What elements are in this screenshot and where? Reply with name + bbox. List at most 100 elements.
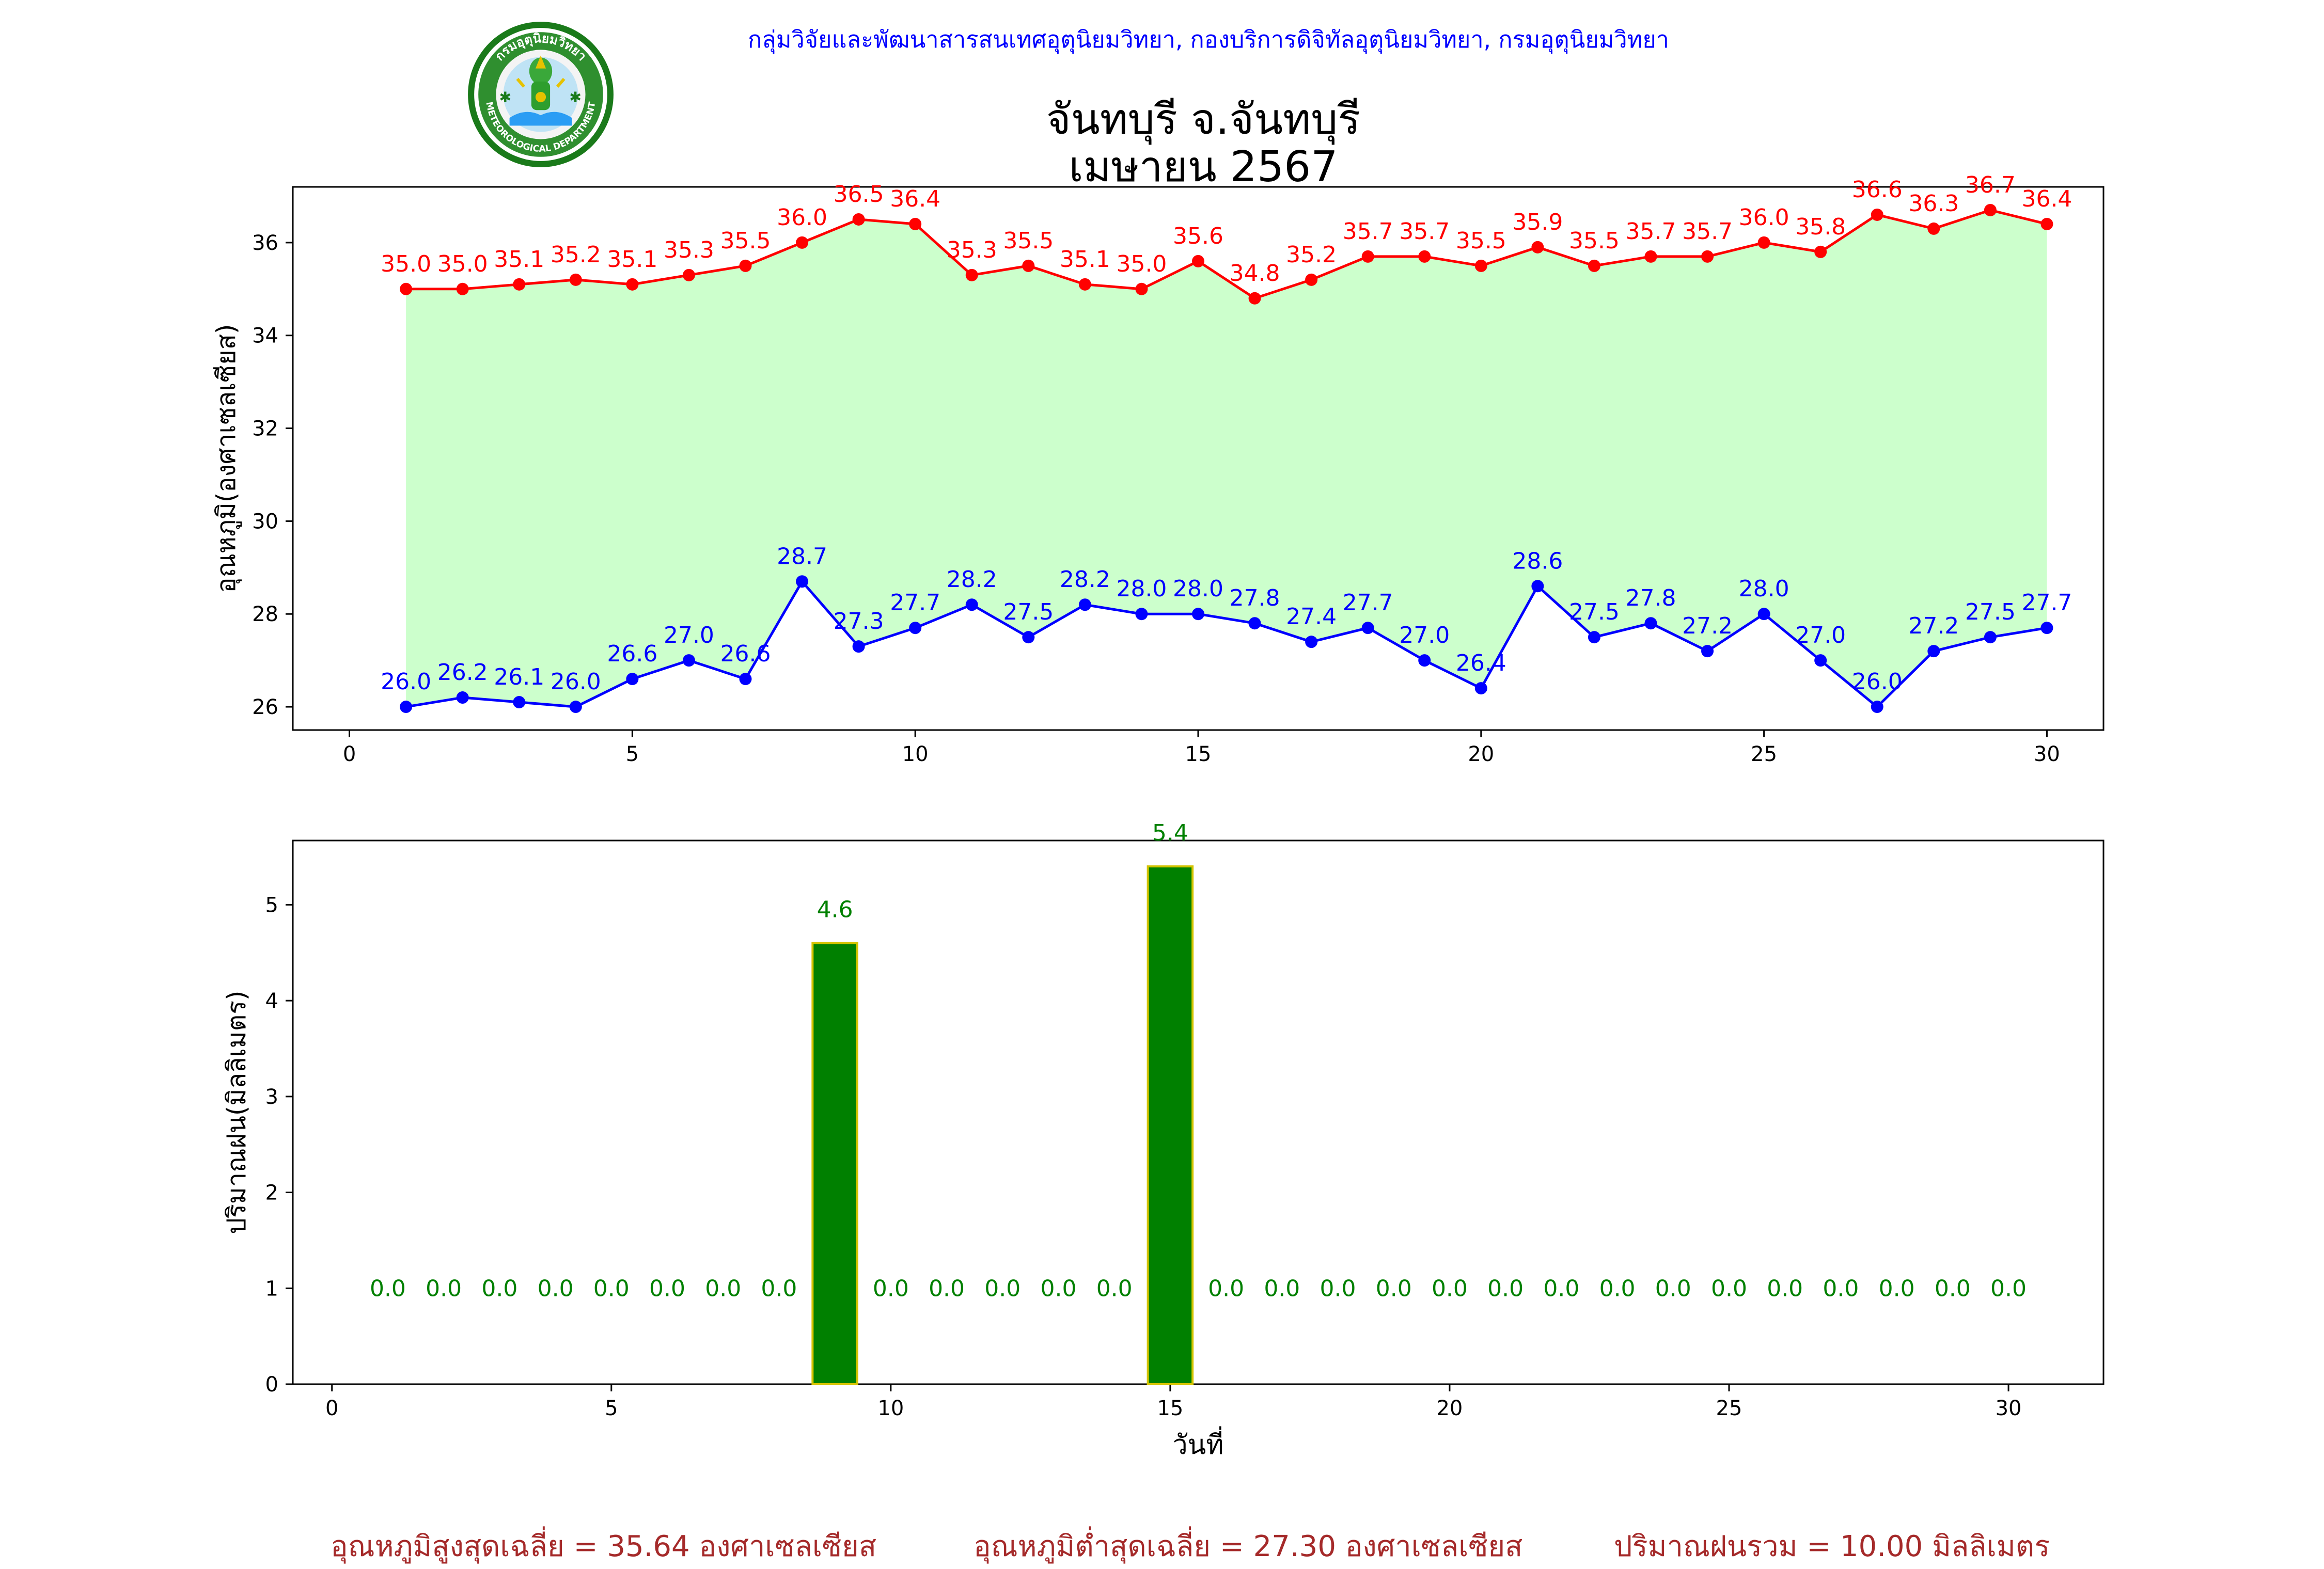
max-temperature-label: 35.7 bbox=[1626, 218, 1676, 245]
min-temperature-label: 27.2 bbox=[1908, 613, 1959, 639]
min-temperature-point bbox=[1078, 598, 1091, 611]
max-temperature-point bbox=[852, 213, 865, 226]
temp-y-tick-label: 32 bbox=[252, 417, 278, 441]
rainfall-label: 0.0 bbox=[1879, 1275, 1915, 1302]
max-temperature-label: 35.0 bbox=[437, 251, 488, 277]
max-temperature-label: 35.1 bbox=[1060, 246, 1110, 273]
max-temperature-label: 35.3 bbox=[947, 237, 997, 263]
min-temperature-label: 28.7 bbox=[777, 543, 827, 569]
rain-x-tick-label: 20 bbox=[1436, 1397, 1463, 1420]
rain-x-tick-label: 15 bbox=[1157, 1397, 1183, 1420]
max-temperature-point bbox=[513, 278, 526, 291]
max-temperature-label: 35.7 bbox=[1399, 218, 1450, 245]
rain-x-tick-label: 0 bbox=[325, 1397, 338, 1420]
min-temperature-label: 27.5 bbox=[1965, 599, 2016, 625]
rainfall-label: 0.0 bbox=[1320, 1275, 1356, 1302]
min-temperature-point bbox=[1871, 701, 1883, 714]
min-temperature-point bbox=[1814, 654, 1827, 667]
min-temperature-point bbox=[1022, 631, 1035, 644]
max-temperature-label: 35.3 bbox=[664, 237, 714, 263]
chart-title-station: จันทบุรี จ.จันทบุรี bbox=[1046, 95, 1361, 144]
rainfall-label: 4.6 bbox=[817, 897, 853, 923]
min-temperature-point bbox=[1644, 617, 1657, 630]
meteorological-department-logo: กรมอุตุนิยมวิทยา METEOROLOGICAL DEPARTME… bbox=[468, 22, 614, 167]
rain-y-tick-label: 5 bbox=[265, 893, 278, 917]
rainfall-label: 0.0 bbox=[1376, 1275, 1412, 1302]
min-temperature-label: 27.7 bbox=[2021, 590, 2072, 616]
min-temperature-label: 27.8 bbox=[1230, 585, 1280, 611]
rainfall-label: 0.0 bbox=[1543, 1275, 1579, 1302]
rain-y-tick-label: 1 bbox=[265, 1277, 278, 1301]
max-temperature-label: 36.7 bbox=[1965, 172, 2016, 198]
rainfall-label: 0.0 bbox=[1208, 1275, 1244, 1302]
star-icon: ✱ bbox=[499, 89, 511, 106]
max-temperature-label: 34.8 bbox=[1230, 260, 1280, 287]
star-icon: ✱ bbox=[569, 89, 582, 106]
max-temperature-point bbox=[1984, 203, 1997, 216]
max-temperature-label: 35.8 bbox=[1795, 214, 1846, 240]
rain-axes-frame bbox=[292, 839, 2105, 1385]
min-temperature-label: 26.4 bbox=[1456, 650, 1506, 676]
max-temperature-point bbox=[1248, 292, 1261, 305]
min-temperature-point bbox=[796, 575, 809, 588]
min-temperature-label: 27.5 bbox=[1003, 599, 1054, 625]
min-temperature-label: 27.7 bbox=[1343, 590, 1393, 616]
max-temperature-label: 35.2 bbox=[551, 242, 601, 268]
max-temperature-label: 36.6 bbox=[1852, 177, 1903, 203]
rain-x-tick-label: 30 bbox=[1996, 1397, 2022, 1420]
temp-x-tick-label: 30 bbox=[2034, 742, 2060, 766]
max-temperature-point bbox=[2040, 217, 2053, 230]
max-temperature-point bbox=[796, 236, 809, 249]
min-temperature-point bbox=[909, 622, 922, 635]
rainfall-label: 0.0 bbox=[761, 1275, 797, 1302]
max-temperature-label: 35.0 bbox=[1116, 251, 1167, 277]
min-temperature-point bbox=[569, 701, 582, 714]
rainfall-bar bbox=[811, 942, 858, 1385]
max-temperature-point bbox=[1305, 273, 1318, 286]
min-temperature-label: 27.5 bbox=[1569, 599, 1620, 625]
min-temperature-point bbox=[1927, 645, 1940, 658]
min-temperature-line bbox=[405, 579, 2047, 709]
rain-x-tick-label: 25 bbox=[1716, 1397, 1742, 1420]
summary-footer: อุณหภูมิสูงสุดเฉลี่ย = 35.64 องศาเซลเซีย… bbox=[0, 1523, 2324, 1563]
min-temperature-point bbox=[626, 673, 639, 686]
min-temperature-label: 28.0 bbox=[1116, 576, 1167, 602]
temp-y-tick-label: 26 bbox=[252, 695, 278, 719]
max-temperature-label: 35.5 bbox=[1569, 228, 1620, 254]
min-temperature-point bbox=[1248, 617, 1261, 630]
min-temperature-label: 26.1 bbox=[494, 664, 544, 690]
max-temperature-point bbox=[626, 278, 639, 291]
max-temperature-point bbox=[1078, 278, 1091, 291]
min-temperature-point bbox=[682, 654, 695, 667]
temp-x-tick-label: 20 bbox=[1468, 742, 1494, 766]
max-temperature-label: 36.4 bbox=[890, 186, 940, 212]
max-temperature-point bbox=[1588, 259, 1600, 272]
min-temperature-label: 26.0 bbox=[381, 669, 431, 695]
min-temperature-label: 26.6 bbox=[607, 641, 657, 667]
min-temperature-label: 26.0 bbox=[551, 669, 601, 695]
max-temperature-point bbox=[1701, 250, 1714, 263]
rainfall-label: 0.0 bbox=[1599, 1275, 1636, 1302]
temp-x-tick-label: 15 bbox=[1185, 742, 1212, 766]
summary-rain-total: ปริมาณฝนรวม = 10.00 มิลลิเมตร bbox=[1614, 1530, 2050, 1563]
min-temperature-label: 27.0 bbox=[664, 622, 714, 648]
max-temperature-point bbox=[1927, 222, 1940, 235]
min-temperature-point bbox=[2040, 622, 2053, 635]
min-temperature-point bbox=[739, 673, 752, 686]
min-temperature-point bbox=[1135, 608, 1148, 621]
rainfall-label: 0.0 bbox=[705, 1275, 741, 1302]
min-temperature-point bbox=[965, 598, 978, 611]
max-temperature-label: 36.0 bbox=[777, 204, 827, 231]
max-temperature-label: 35.9 bbox=[1512, 209, 1563, 235]
min-temperature-label: 27.4 bbox=[1286, 604, 1337, 630]
max-temperature-label: 36.4 bbox=[2021, 186, 2072, 212]
temp-x-tick-label: 5 bbox=[626, 742, 639, 766]
temp-y-tick-label: 28 bbox=[252, 603, 278, 626]
max-temperature-label: 35.7 bbox=[1343, 218, 1393, 245]
temperature-y-axis-label: อุณหภูมิ(องศาเซลเซียส) bbox=[211, 324, 242, 593]
max-temperature-point bbox=[569, 273, 582, 286]
rainfall-label: 0.0 bbox=[984, 1275, 1020, 1302]
min-temperature-label: 28.2 bbox=[1060, 566, 1110, 593]
min-temperature-point bbox=[1984, 631, 1997, 644]
rainfall-label: 0.0 bbox=[370, 1275, 406, 1302]
